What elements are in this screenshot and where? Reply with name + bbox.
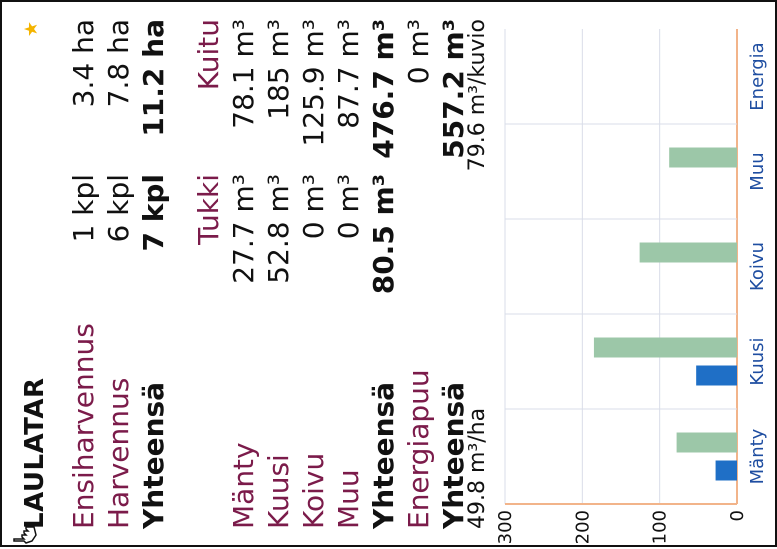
column-header-tukki: Tukki xyxy=(192,174,225,245)
tukki-value: 0 m³ xyxy=(332,174,365,240)
area-value: 3.4 ha xyxy=(67,19,100,108)
category-label: Mänty xyxy=(747,428,768,484)
density-per-ha: 49.8 m³/ha xyxy=(465,407,490,529)
hand-cursor-icon xyxy=(12,525,38,547)
y-tick-label: 100 xyxy=(650,510,671,544)
bar-kuitu xyxy=(639,242,737,263)
bar-kuitu xyxy=(676,432,737,453)
category-label: Koivu xyxy=(747,242,768,291)
star-icon[interactable]: ★ xyxy=(21,20,42,38)
chart-svg: 0 100 200 300 Mänty Kuusi Koivu Muu Energia xyxy=(495,29,768,544)
row-header: Tukki Kuitu xyxy=(189,19,229,529)
row-label: Ensiharvennus xyxy=(67,323,100,529)
bar-kuitu xyxy=(593,337,737,358)
energiapuu-value: 0 m³ xyxy=(402,19,435,85)
kuitu-value: 78.1 m³ xyxy=(227,19,260,129)
row-label: Energiapuu xyxy=(402,369,435,529)
row-energiapuu: Energiapuu 0 m³ xyxy=(399,19,439,529)
row-density: 49.8 m³/ha 79.6 m³/kuvio xyxy=(465,19,490,529)
stand-table-panel: LAULATAR ★ Ensiharvennus 1 kpl 3.4 ha Ha… xyxy=(2,2,490,549)
row-harvennus: Harvennus 6 kpl 7.8 ha xyxy=(99,19,139,529)
row-label: Kuusi xyxy=(262,454,295,529)
area-value: 11.2 ha xyxy=(137,19,170,137)
row-label: Koivu xyxy=(297,452,330,529)
stand-title: LAULATAR xyxy=(20,377,50,529)
y-tick-label: 200 xyxy=(572,510,593,544)
kuitu-value: 125.9 m³ xyxy=(297,19,330,147)
row-label: Yhteensä xyxy=(137,381,170,529)
count-value: 1 kpl xyxy=(67,174,100,243)
row-manty: Mänty 27.7 m³ 78.1 m³ xyxy=(224,19,264,529)
row-yhteensa-volume: Yhteensä 80.5 m³ 476.7 m³ xyxy=(364,19,404,529)
kuitu-total: 476.7 m³ xyxy=(367,19,400,159)
row-label: Mänty xyxy=(227,442,260,529)
row-muu: Muu 0 m³ 87.7 m³ xyxy=(329,19,369,529)
count-value: 6 kpl xyxy=(102,174,135,243)
row-kuusi: Kuusi 52.8 m³ 185 m³ xyxy=(259,19,299,529)
bar-tukki xyxy=(715,460,737,481)
kuitu-value: 185 m³ xyxy=(262,19,295,120)
kuitu-value: 87.7 m³ xyxy=(332,19,365,129)
row-koivu: Koivu 0 m³ 125.9 m³ xyxy=(294,19,334,529)
tukki-value: 52.8 m³ xyxy=(262,174,295,284)
count-value: 7 kpl xyxy=(137,174,170,252)
tukki-total: 80.5 m³ xyxy=(367,174,400,295)
category-label: Muu xyxy=(747,152,768,190)
row-label: Yhteensä xyxy=(367,381,400,529)
volume-bar-chart: 0 100 200 300 Mänty Kuusi Koivu Muu Energia xyxy=(487,2,777,549)
tukki-value: 27.7 m³ xyxy=(227,174,260,284)
row-yhteensa-count: Yhteensä 7 kpl 11.2 ha xyxy=(134,19,174,529)
row-ensiharvennus: Ensiharvennus 1 kpl 3.4 ha xyxy=(64,19,104,529)
column-header-kuitu: Kuitu xyxy=(192,19,225,91)
category-label: Kuusi xyxy=(747,337,768,385)
category-label: Energia xyxy=(747,42,768,110)
row-label: Muu xyxy=(332,469,365,529)
density-per-stand: 79.6 m³/kuvio xyxy=(465,19,490,172)
row-label: Harvennus xyxy=(102,377,135,529)
tukki-value: 0 m³ xyxy=(297,174,330,240)
y-tick-label: 300 xyxy=(495,510,516,544)
y-tick-label: 0 xyxy=(727,510,748,521)
area-value: 7.8 ha xyxy=(102,19,135,108)
bar-tukki xyxy=(696,365,737,386)
bar-kuitu xyxy=(669,147,737,168)
